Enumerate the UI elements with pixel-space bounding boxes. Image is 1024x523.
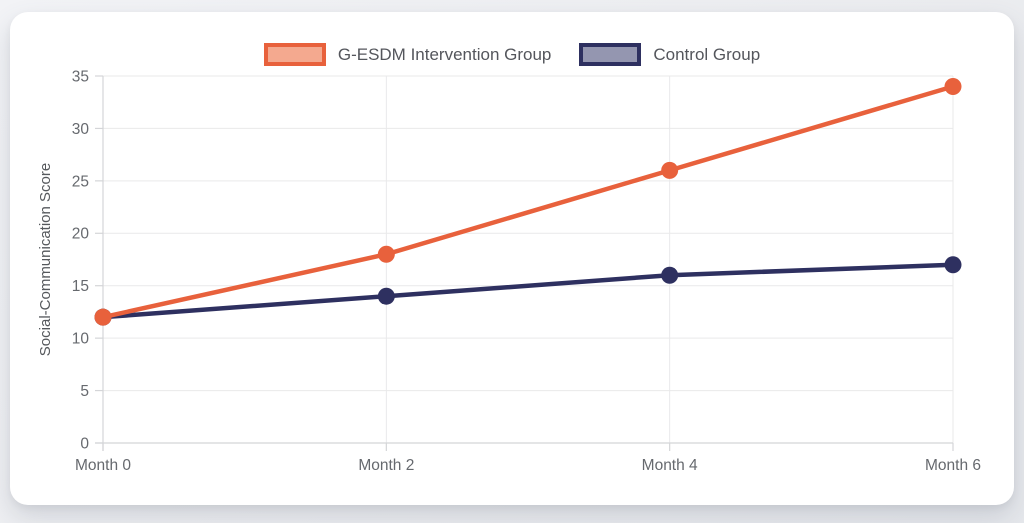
legend-swatch-control-group bbox=[579, 43, 642, 66]
y-tick-label: 30 bbox=[72, 121, 90, 138]
y-tick-label: 20 bbox=[72, 226, 90, 243]
data-point-control-group[interactable] bbox=[661, 266, 679, 284]
x-tick-label: Month 4 bbox=[642, 457, 698, 474]
y-tick-label: 0 bbox=[80, 435, 89, 452]
data-line-control-group bbox=[100, 262, 956, 320]
x-tick-label: Month 6 bbox=[925, 457, 981, 474]
y-tick-label: 35 bbox=[72, 68, 89, 85]
chart-card: G-ESDM Intervention Group Control Group … bbox=[10, 12, 1014, 505]
y-axis-title: Social-Communication Score bbox=[37, 163, 54, 356]
legend-label-intervention-group: G-ESDM Intervention Group bbox=[337, 44, 552, 64]
data-point-g-esdm-intervention-group[interactable] bbox=[94, 308, 112, 326]
chart-legend: G-ESDM Intervention Group Control Group bbox=[10, 43, 1014, 66]
y-tick-label: 5 bbox=[80, 383, 89, 400]
legend-label-control-group: Control Group bbox=[653, 44, 761, 64]
data-point-control-group[interactable] bbox=[377, 287, 395, 305]
line-chart: 0 5 10 15 20 25 30 35 Month 0 Month 2 Month 4 Month… bbox=[37, 68, 981, 474]
x-tick-label: Month 2 bbox=[358, 457, 414, 474]
legend-item-intervention-group[interactable]: G-ESDM Intervention Group bbox=[263, 43, 552, 66]
legend-swatch-intervention-group bbox=[263, 43, 326, 66]
y-tick-label: 25 bbox=[72, 173, 89, 190]
legend-item-control-group[interactable]: Control Group bbox=[579, 43, 760, 66]
data-point-g-esdm-intervention-group[interactable] bbox=[661, 161, 679, 179]
data-line-g-esdm-intervention-group bbox=[100, 84, 956, 320]
data-point-control-group[interactable] bbox=[944, 256, 962, 274]
y-tick-label: 10 bbox=[72, 331, 90, 348]
x-tick-label: Month 0 bbox=[75, 457, 131, 474]
data-point-g-esdm-intervention-group[interactable] bbox=[944, 77, 962, 95]
data-point-g-esdm-intervention-group[interactable] bbox=[377, 245, 395, 263]
y-tick-label: 15 bbox=[72, 278, 89, 295]
